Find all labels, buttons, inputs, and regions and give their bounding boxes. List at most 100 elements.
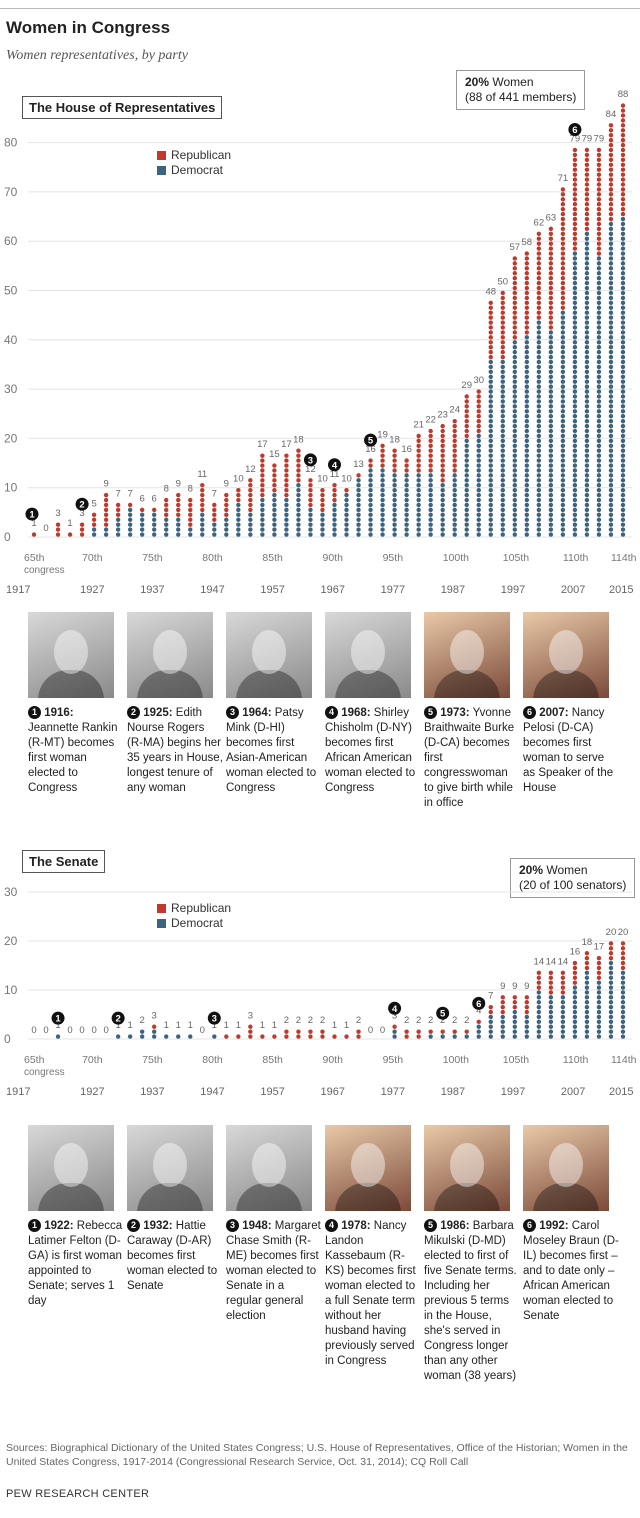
democrat-dot [596, 295, 602, 301]
republican-dot [188, 512, 193, 518]
democrat-dot [560, 473, 566, 478]
republican-dot [248, 1034, 253, 1039]
republican-dot [236, 487, 241, 493]
republican-dot [572, 241, 578, 246]
republican-dot [536, 275, 542, 281]
democrat-dot [608, 409, 614, 414]
democrat-dot [236, 532, 241, 537]
marker-circle-3 [303, 453, 317, 467]
democrat-dot [596, 409, 602, 414]
republican-dot [608, 951, 614, 956]
democrat-dot [536, 473, 542, 478]
republican-dot [560, 300, 566, 306]
republican-dot [560, 285, 566, 291]
democrat-dot [620, 404, 626, 409]
democrat-dot [608, 468, 614, 473]
republican-dot [620, 118, 626, 123]
portrait-shoulders [434, 1183, 500, 1211]
democrat-dot [620, 487, 626, 493]
senate-person-1: 1 1922: Rebecca Latimer Felton (D-GA) is… [28, 1125, 122, 1309]
republican-dot [500, 330, 505, 335]
democrat-dot [572, 251, 578, 256]
democrat-dot [620, 970, 626, 976]
republican-dot [248, 507, 253, 513]
republican-dot [176, 512, 181, 518]
democrat-dot [620, 492, 626, 498]
total-label: 3 [248, 1010, 253, 1021]
democrat-dot [596, 344, 602, 350]
republican-dot [152, 1024, 157, 1029]
democrat-dot [476, 527, 481, 532]
democrat-dot [368, 487, 373, 493]
democrat-dot [452, 492, 457, 498]
republican-dot [464, 414, 469, 419]
republican-dot [248, 478, 253, 483]
republican-dot [440, 478, 445, 483]
republican-dot [512, 1000, 517, 1005]
total-label: 14 [534, 956, 545, 967]
republican-dot [536, 261, 542, 266]
democrat-dot [464, 487, 469, 493]
democrat-dot [620, 1034, 626, 1039]
republican-dot [524, 310, 530, 315]
democrat-dot [608, 483, 614, 488]
republican-dot [296, 1029, 301, 1034]
x-year-label: 2015 [609, 1086, 633, 1098]
republican-dot [284, 483, 289, 488]
x-year-label: 1957 [260, 584, 284, 596]
caption-text: Carol Moseley Braun (D-IL) becomes first… [523, 1220, 619, 1322]
republican-dot [560, 231, 566, 237]
republican-dot [452, 468, 457, 473]
republican-dot [548, 271, 554, 276]
democrat-dot [500, 1034, 505, 1039]
democrat-dot [548, 354, 554, 360]
republican-dot [452, 438, 457, 444]
republican-dot [212, 517, 217, 522]
republican-dot [560, 256, 566, 261]
republican-dot [584, 965, 590, 971]
democrat-dot [127, 532, 133, 537]
democrat-dot [464, 473, 469, 478]
democrat-dot [284, 497, 289, 503]
republican-dot [548, 231, 554, 237]
republican-dot [524, 320, 530, 325]
republican-dot [296, 453, 301, 458]
republican-dot [188, 522, 193, 527]
democrat-dot [596, 492, 602, 498]
democrat-dot [356, 517, 361, 522]
democrat-dot [512, 453, 517, 458]
democrat-dot [536, 502, 542, 508]
democrat-dot [356, 492, 361, 498]
democrat-dot [608, 399, 614, 404]
republican-dot [284, 1029, 289, 1034]
total-label: 9 [176, 479, 181, 490]
democrat-dot [536, 478, 542, 483]
caption-year: 1925: [140, 707, 173, 719]
republican-dot [224, 507, 229, 513]
democrat-dot [596, 453, 602, 458]
republican-dot [416, 463, 421, 468]
democrat-dot [392, 483, 397, 488]
democrat-dot [536, 1009, 542, 1015]
republican-dot [308, 502, 313, 508]
democrat-dot [596, 487, 602, 493]
republican-dot [392, 463, 397, 468]
democrat-dot [572, 985, 578, 990]
total-label: 0 [368, 1025, 373, 1036]
republican-dot [560, 226, 566, 232]
democrat-dot [464, 438, 469, 444]
republican-dot [103, 492, 109, 498]
republican-dot [572, 157, 578, 163]
democrat-dot [416, 502, 421, 508]
democrat-dot [392, 473, 397, 478]
democrat-dot [620, 532, 626, 537]
democrat-dot [572, 527, 578, 532]
caption-year: 1992: [536, 1220, 569, 1232]
house-person-1: 1 1916: Jeannette Rankin (R-MT) becomes … [28, 612, 118, 796]
democrat-dot [572, 458, 578, 463]
total-label: 63 [546, 212, 557, 223]
house-portrait-photo [127, 612, 213, 698]
republican-dot [512, 995, 517, 1000]
republican-dot [392, 453, 397, 458]
republican-dot [308, 492, 313, 498]
